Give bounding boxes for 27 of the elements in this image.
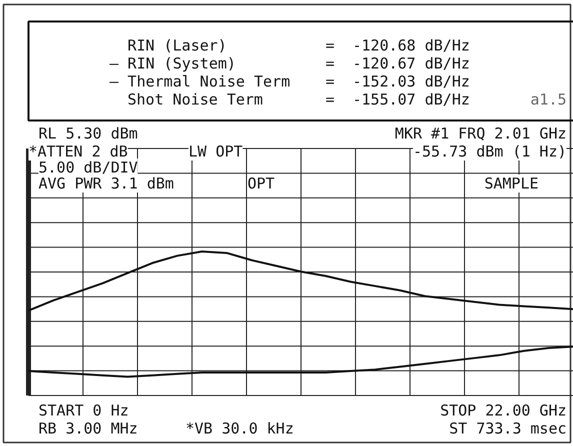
- text: Shot Noise Term: [128, 90, 263, 108]
- text: RIN (Laser): [128, 36, 227, 54]
- text: -155.07 dB/Hz: [352, 90, 470, 108]
- text: START 0 Hz: [38, 402, 129, 420]
- text: -152.03 dB/Hz: [352, 72, 470, 90]
- text: MKR #1 FRQ 2.01 GHz: [394, 124, 567, 142]
- text: -120.68 dB/Hz: [352, 36, 470, 54]
- text: =: [326, 72, 335, 90]
- text: =: [326, 36, 335, 54]
- text: a1.5: [530, 90, 566, 108]
- text: -55.73 dBm (1 Hz): [412, 142, 567, 160]
- text: AVG PWR 3.1 dBm: [38, 174, 174, 192]
- text: =: [326, 54, 335, 72]
- text: OPT: [248, 174, 275, 192]
- text: *ATTEN 2 dB: [28, 142, 128, 160]
- text: LW OPT: [188, 142, 243, 160]
- text: -120.67 dB/Hz: [352, 54, 470, 72]
- text: *VB 30.0 kHz: [186, 420, 294, 438]
- text: — RIN (System): [110, 54, 236, 72]
- text: — Thermal Noise Term: [110, 72, 290, 90]
- text: ST 733.3 msec: [449, 420, 567, 438]
- text: STOP 22.00 GHz: [440, 402, 567, 420]
- text: SAMPLE: [484, 174, 539, 192]
- text: 5.00 dB/DIV: [38, 158, 138, 176]
- text: =: [326, 90, 335, 108]
- text: RB 3.00 MHz: [38, 420, 138, 438]
- text: RL 5.30 dBm: [38, 124, 138, 142]
